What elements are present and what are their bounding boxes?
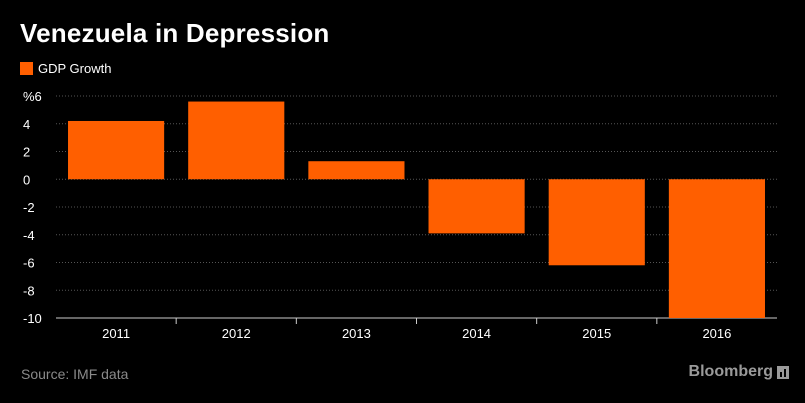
bar-2013 [308,161,405,180]
bar-2015 [548,179,645,266]
y-tick-label: -6 [23,256,35,271]
y-tick-label: 0 [23,172,30,187]
x-tick-label: 2011 [102,326,130,341]
y-tick-label: -8 [23,283,35,298]
bar-2012 [188,101,285,180]
brand-name: Bloomberg [688,363,773,380]
y-tick-label: -2 [23,200,35,215]
legend: GDP Growth [20,61,111,76]
y-tick-label: %6 [23,89,42,104]
x-tick-label: 2015 [582,326,611,341]
chart-title: Venezuela in Depression [20,18,330,48]
chart-bars-icon [777,365,789,379]
y-tick-label: 4 [23,117,30,132]
y-tick-label: -4 [23,228,35,243]
brand-logo: Bloomberg [689,363,789,381]
legend-label: GDP Growth [38,61,112,76]
bar-2016 [668,179,765,318]
x-tick-label: 2014 [462,326,491,341]
bar-2014 [428,179,525,234]
source-note: Source: IMF data [21,366,129,382]
x-tick-label: 2016 [702,326,731,341]
y-tick-label: -10 [23,311,42,326]
x-tick-label: 2012 [222,326,251,341]
legend-swatch [20,62,33,75]
x-tick-label: 2013 [342,326,371,341]
bar-2011 [68,120,165,180]
y-tick-label: 2 [23,145,30,160]
